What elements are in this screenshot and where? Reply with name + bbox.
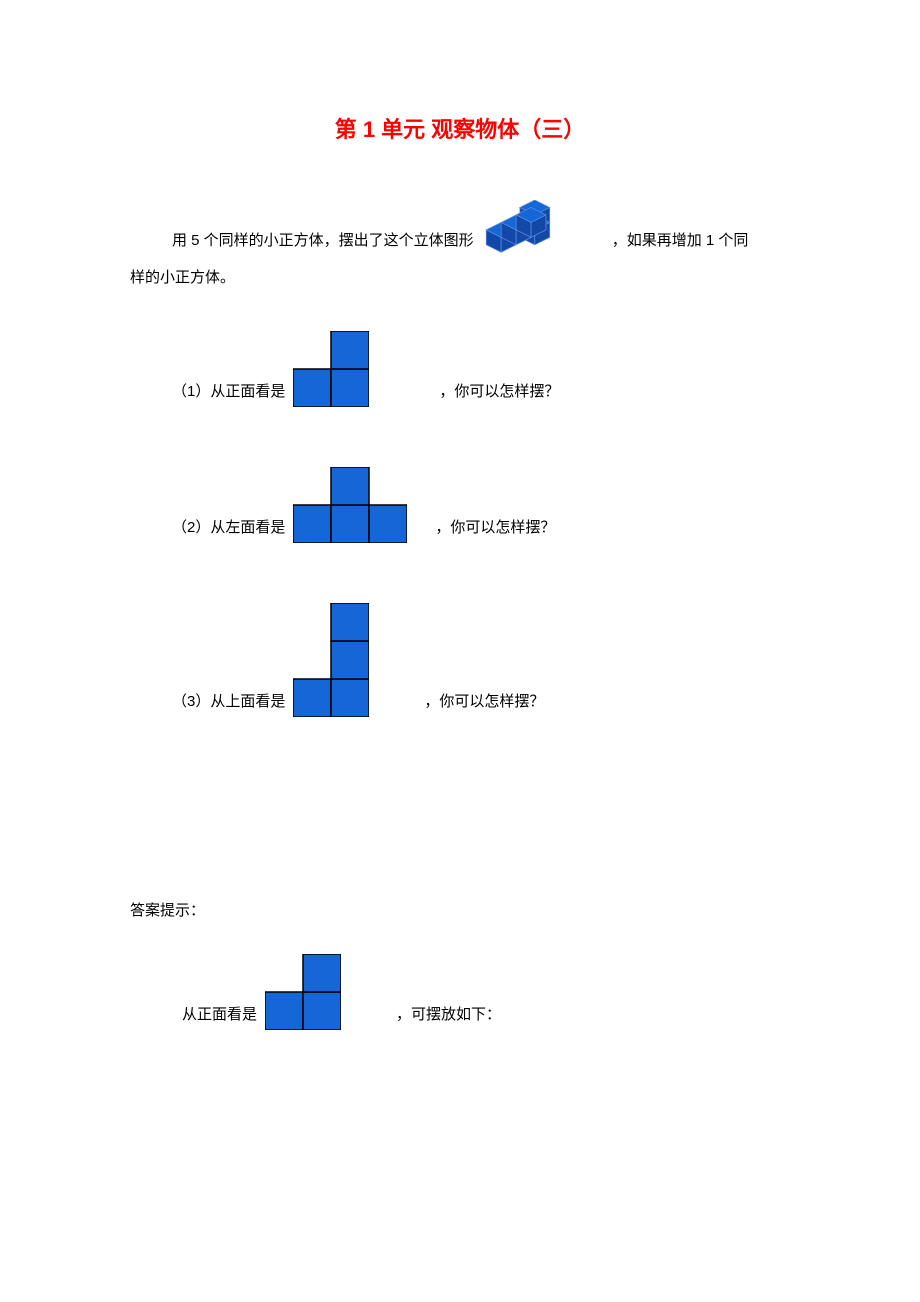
intro-row: 用 5 个同样的小正方体，摆出了这个立体图形 ，如果再增加 1 个同	[130, 200, 790, 256]
iso-3d-figure	[482, 200, 567, 256]
answer-hint: 答案提示：	[130, 897, 790, 924]
ans1-prefix: 从正面看是	[130, 1001, 257, 1030]
q1-figure	[293, 331, 369, 407]
q3-figure	[293, 603, 369, 717]
q2-prefix: （2）从左面看是	[172, 514, 285, 543]
question-2: （2）从左面看是 ，你可以怎样摆？	[130, 467, 790, 543]
ans1-suffix: ，可摆放如下：	[396, 1001, 501, 1030]
question-1: （1）从正面看是 ，你可以怎样摆？	[130, 331, 790, 407]
q2-figure	[293, 467, 407, 543]
intro-line2: 样的小正方体。	[130, 264, 790, 291]
q1-suffix: ，你可以怎样摆？	[439, 378, 559, 407]
answer-1: 从正面看是 ，可摆放如下：	[130, 954, 790, 1030]
page-title: 第 1 单元 观察物体（三）	[130, 110, 790, 150]
q1-prefix: （1）从正面看是	[172, 378, 285, 407]
question-3: （3）从上面看是 ，你可以怎样摆？	[130, 603, 790, 717]
ans1-figure	[265, 954, 341, 1030]
q3-suffix: ，你可以怎样摆？	[424, 688, 544, 717]
intro-text-1: 用 5 个同样的小正方体，摆出了这个立体图形	[130, 227, 474, 256]
q2-suffix: ，你可以怎样摆？	[435, 514, 555, 543]
q3-prefix: （3）从上面看是	[172, 688, 285, 717]
intro-text-2: ，如果再增加 1 个同	[612, 227, 749, 256]
